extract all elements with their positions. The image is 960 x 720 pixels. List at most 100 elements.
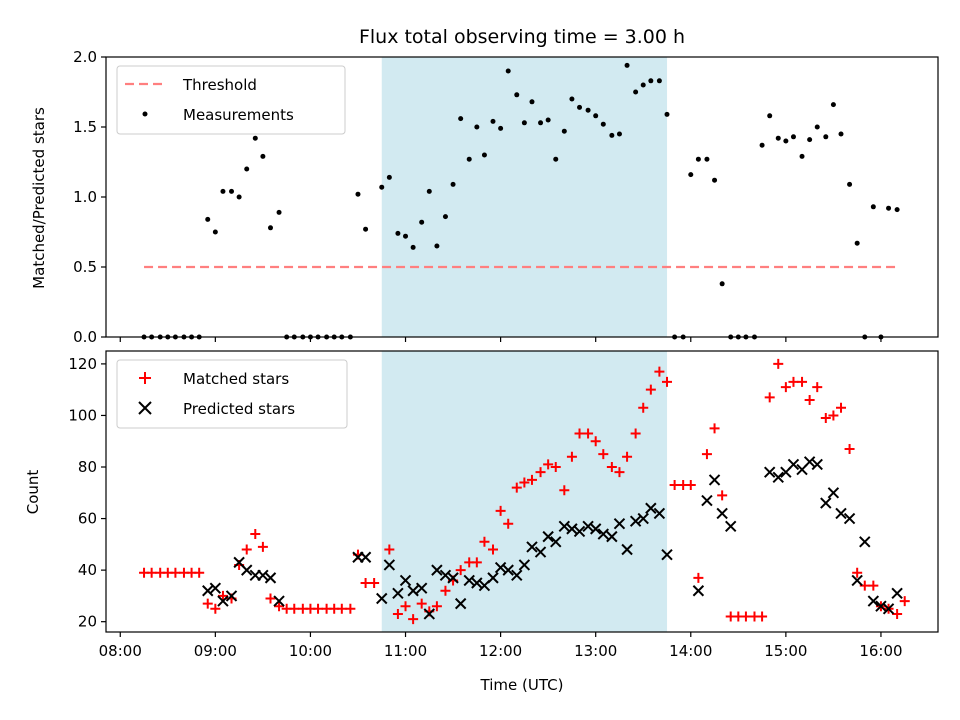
y-tick-label: 100 <box>68 406 97 424</box>
predicted-stars-point <box>526 541 538 553</box>
predicted-stars-point <box>415 582 428 594</box>
matched-stars-point <box>868 580 879 591</box>
predicted-stars-point <box>447 572 459 584</box>
matched-stars-point <box>740 611 751 622</box>
y-tick-label: 1.0 <box>73 188 97 206</box>
predicted-stars-point <box>439 569 452 581</box>
measurements-point <box>379 184 385 190</box>
matched-stars-point <box>899 596 910 607</box>
measurements-point <box>260 153 266 159</box>
legend-box <box>116 359 348 429</box>
matched-stars-point <box>535 467 546 478</box>
matched-stars-point <box>313 603 324 614</box>
x-tick-label: 15:00 <box>764 642 807 660</box>
matched-stars-point <box>550 462 561 473</box>
matched-stars-point <box>701 449 712 460</box>
legend-marker <box>139 372 151 384</box>
matched-stars-point <box>440 585 451 596</box>
predicted-stars-point <box>606 530 618 543</box>
matched-stars-point <box>583 428 594 439</box>
measurements-point <box>695 156 701 162</box>
matched-stars-point <box>265 593 276 604</box>
matched-stars-point <box>828 410 839 421</box>
predicted-stars-point <box>573 525 586 538</box>
matched-stars-point <box>408 614 419 625</box>
x-tick-label: 08:00 <box>99 642 142 660</box>
measurements-point <box>577 104 583 110</box>
measurements-point <box>759 142 765 148</box>
matched-stars-point <box>360 578 371 589</box>
matched-stars-point <box>217 590 228 601</box>
matched-stars-point <box>487 544 498 555</box>
measurements-point <box>545 117 551 123</box>
measurements-point <box>624 62 630 68</box>
measurements-point <box>244 166 250 172</box>
matched-stars-point <box>202 598 213 609</box>
y-tick-label: 120 <box>68 355 97 373</box>
measurements-point <box>481 152 487 158</box>
measurements-point <box>640 82 646 88</box>
matched-stars-point <box>416 598 427 609</box>
measurements-point <box>767 113 773 119</box>
matched-stars-point <box>685 480 696 491</box>
matched-stars-point <box>622 451 633 462</box>
matched-stars-point <box>336 603 347 614</box>
predicted-stars-point <box>875 600 887 612</box>
matched-stars-point <box>431 601 442 612</box>
x-tick-label: 13:00 <box>574 642 617 660</box>
matched-stars-point <box>645 384 656 395</box>
matched-stars-point <box>400 601 411 612</box>
measurements-point <box>830 102 836 108</box>
predicted-stars-point <box>273 595 285 607</box>
predicted-stars-point <box>629 515 642 527</box>
predicted-stars-point <box>534 546 547 558</box>
ratio-panel: Flux total observing time = 3.00 h Match… <box>30 26 939 346</box>
matched-stars-point <box>780 382 791 393</box>
matched-stars-point <box>606 462 617 473</box>
matched-stars-point <box>693 572 704 583</box>
y-tick-label: 40 <box>78 561 97 579</box>
matched-stars-point <box>392 608 403 619</box>
predicted-stars-point <box>843 512 856 525</box>
matched-stars-point <box>638 402 649 413</box>
measurements-point <box>783 138 789 144</box>
matched-stars-point <box>852 567 863 578</box>
shaded-region <box>381 351 668 632</box>
predicted-stars-point <box>264 572 277 584</box>
matched-stars-point <box>526 474 537 485</box>
matched-stars-point <box>146 567 157 578</box>
predicted-stars-point <box>518 559 531 571</box>
y-tick-label: 0.0 <box>73 328 97 346</box>
matched-stars-point <box>630 428 641 439</box>
legend: Matched stars Predicted stars <box>116 359 348 429</box>
measurements-point <box>363 226 369 232</box>
predicted-stars-point <box>463 574 475 587</box>
measurements-point <box>648 78 654 84</box>
matched-stars-point <box>709 423 720 434</box>
predicted-stars-point <box>763 466 776 478</box>
matched-stars-point <box>566 451 577 462</box>
measurements-point <box>838 131 844 137</box>
matched-stars-point <box>479 536 490 547</box>
predicted-stars-point <box>637 512 649 525</box>
measurements-point <box>790 134 796 140</box>
predicted-stars-point <box>383 559 396 571</box>
predicted-stars-point <box>241 564 253 576</box>
predicted-stars-point <box>820 497 832 509</box>
measurements-point <box>814 124 820 130</box>
matched-stars-point <box>662 376 673 387</box>
predicted-stars-point <box>550 536 562 548</box>
measurements-point <box>807 137 813 143</box>
matched-stars-point <box>241 544 252 555</box>
measurements-point <box>236 194 242 200</box>
predicted-stars-point <box>803 456 816 468</box>
matched-stars-point <box>773 358 784 369</box>
predicted-stars-point <box>471 577 483 589</box>
measurements-point <box>894 207 900 213</box>
matched-stars-point <box>614 467 625 478</box>
matched-stars-point <box>194 567 205 578</box>
matched-stars-point <box>788 376 799 387</box>
count-y-axis-label: Count <box>24 470 42 515</box>
matched-stars-point <box>345 603 356 614</box>
predicted-stars-point <box>225 590 238 602</box>
